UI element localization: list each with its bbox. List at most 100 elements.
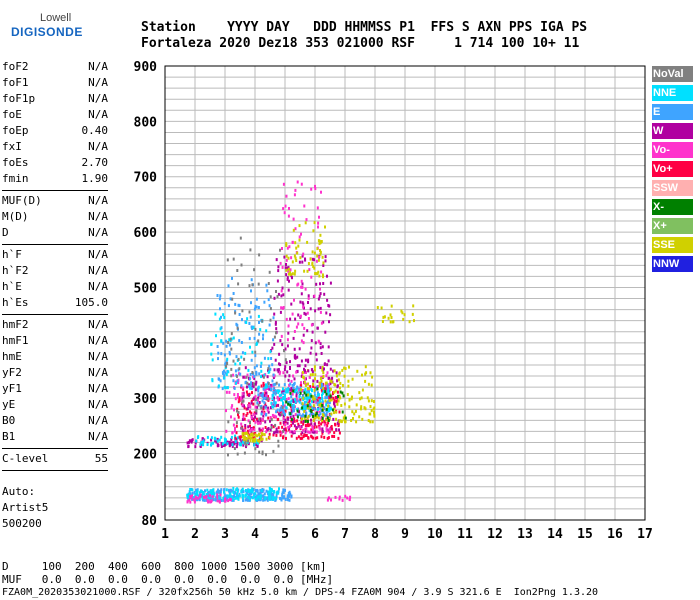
- data-point-voplus: [244, 426, 247, 430]
- data-point-w: [252, 384, 255, 388]
- data-point-w: [310, 346, 313, 350]
- data-point-nne: [229, 492, 232, 496]
- data-point-voplus: [252, 436, 255, 440]
- data-point-e: [274, 498, 277, 502]
- param-row-hme: hmE N/A: [2, 350, 108, 366]
- data-point-e: [227, 304, 230, 308]
- data-point-vominus: [231, 404, 234, 408]
- data-point-sse: [350, 397, 353, 401]
- data-point-vominus: [228, 498, 231, 502]
- data-point-w: [273, 431, 276, 435]
- data-point-w: [281, 343, 284, 347]
- data-point-voplus: [264, 426, 267, 429]
- data-point-sse: [265, 437, 268, 441]
- data-point-vominus: [320, 417, 323, 421]
- data-point-w: [329, 313, 332, 317]
- param-row-clevel: C-level 55: [2, 452, 108, 468]
- data-point-voplus: [234, 436, 237, 440]
- data-point-nne: [223, 437, 226, 441]
- data-point-voplus: [253, 411, 256, 415]
- data-point-e: [271, 379, 274, 383]
- data-point-nne: [321, 391, 324, 395]
- data-point-vominus: [243, 428, 246, 432]
- data-point-vominus: [297, 322, 300, 326]
- data-point-nne: [199, 442, 202, 446]
- data-point-vominus: [295, 397, 298, 401]
- data-point-w: [319, 346, 322, 350]
- data-point-vominus: [315, 259, 318, 263]
- data-point-w: [330, 378, 333, 382]
- data-point-e: [288, 494, 291, 498]
- data-point-w: [324, 255, 327, 259]
- data-point-w: [273, 396, 275, 400]
- data-point-xminus: [337, 394, 339, 398]
- data-point-e: [250, 492, 253, 495]
- data-point-sse: [366, 396, 369, 400]
- data-point-w: [279, 310, 282, 314]
- data-point-sse: [312, 382, 314, 386]
- data-point-e: [319, 406, 322, 410]
- data-point-sse: [309, 407, 312, 411]
- data-point-vominus: [301, 323, 304, 327]
- data-point-vominus: [303, 326, 306, 330]
- data-point-voplus: [279, 421, 282, 425]
- data-point-vominus: [326, 371, 329, 375]
- data-point-w: [285, 273, 288, 277]
- data-point-sse: [315, 272, 318, 276]
- data-point-noval: [282, 429, 285, 433]
- data-point-sse: [343, 402, 346, 406]
- data-point-w: [295, 426, 298, 430]
- data-point-e: [274, 403, 276, 407]
- data-point-e: [262, 333, 265, 337]
- data-point-w: [265, 391, 268, 395]
- data-point-sse: [315, 414, 318, 418]
- data-point-voplus: [262, 381, 265, 385]
- data-point-nne: [249, 386, 252, 390]
- data-point-sse: [341, 384, 344, 387]
- data-point-sse: [381, 320, 384, 323]
- legend-item-e: E: [652, 104, 693, 120]
- data-point-sse: [311, 261, 314, 265]
- data-point-nne: [269, 490, 272, 494]
- data-point-noval: [280, 413, 283, 417]
- data-point-voplus: [313, 425, 316, 429]
- data-point-voplus: [326, 424, 329, 428]
- data-point-voplus: [238, 398, 241, 402]
- data-point-nne: [231, 497, 234, 501]
- data-point-e: [250, 278, 253, 282]
- data-point-e: [309, 411, 312, 415]
- data-point-w: [194, 441, 197, 445]
- data-point-e: [222, 498, 225, 502]
- data-point-sse: [401, 311, 404, 315]
- data-point-vominus: [302, 341, 305, 345]
- data-point-sse: [358, 391, 361, 395]
- data-point-vominus: [206, 498, 209, 502]
- data-point-nne: [206, 435, 209, 439]
- data-point-w: [254, 382, 257, 386]
- data-point-sse: [312, 395, 315, 399]
- data-point-e: [212, 494, 215, 498]
- data-point-vominus: [250, 415, 253, 419]
- data-point-e: [204, 489, 206, 493]
- data-point-w: [236, 441, 239, 445]
- data-point-vominus: [230, 415, 232, 419]
- data-point-sse: [335, 410, 338, 414]
- data-point-e: [270, 388, 273, 392]
- data-point-vominus: [294, 188, 297, 192]
- data-point-nne: [223, 385, 226, 389]
- data-point-sse: [306, 269, 309, 273]
- data-point-vominus: [278, 372, 281, 376]
- data-point-w: [279, 413, 282, 417]
- data-point-w: [244, 366, 247, 370]
- data-point-w: [290, 410, 293, 414]
- data-point-w: [314, 309, 317, 313]
- data-point-e: [289, 492, 292, 496]
- data-point-sse: [302, 375, 304, 379]
- data-point-sse: [306, 240, 309, 244]
- param-value: N/A: [88, 318, 108, 331]
- data-point-xminus: [326, 416, 329, 420]
- data-point-w: [338, 428, 340, 432]
- data-point-e: [320, 386, 323, 390]
- data-point-vominus: [323, 423, 326, 427]
- data-point-w: [307, 358, 310, 362]
